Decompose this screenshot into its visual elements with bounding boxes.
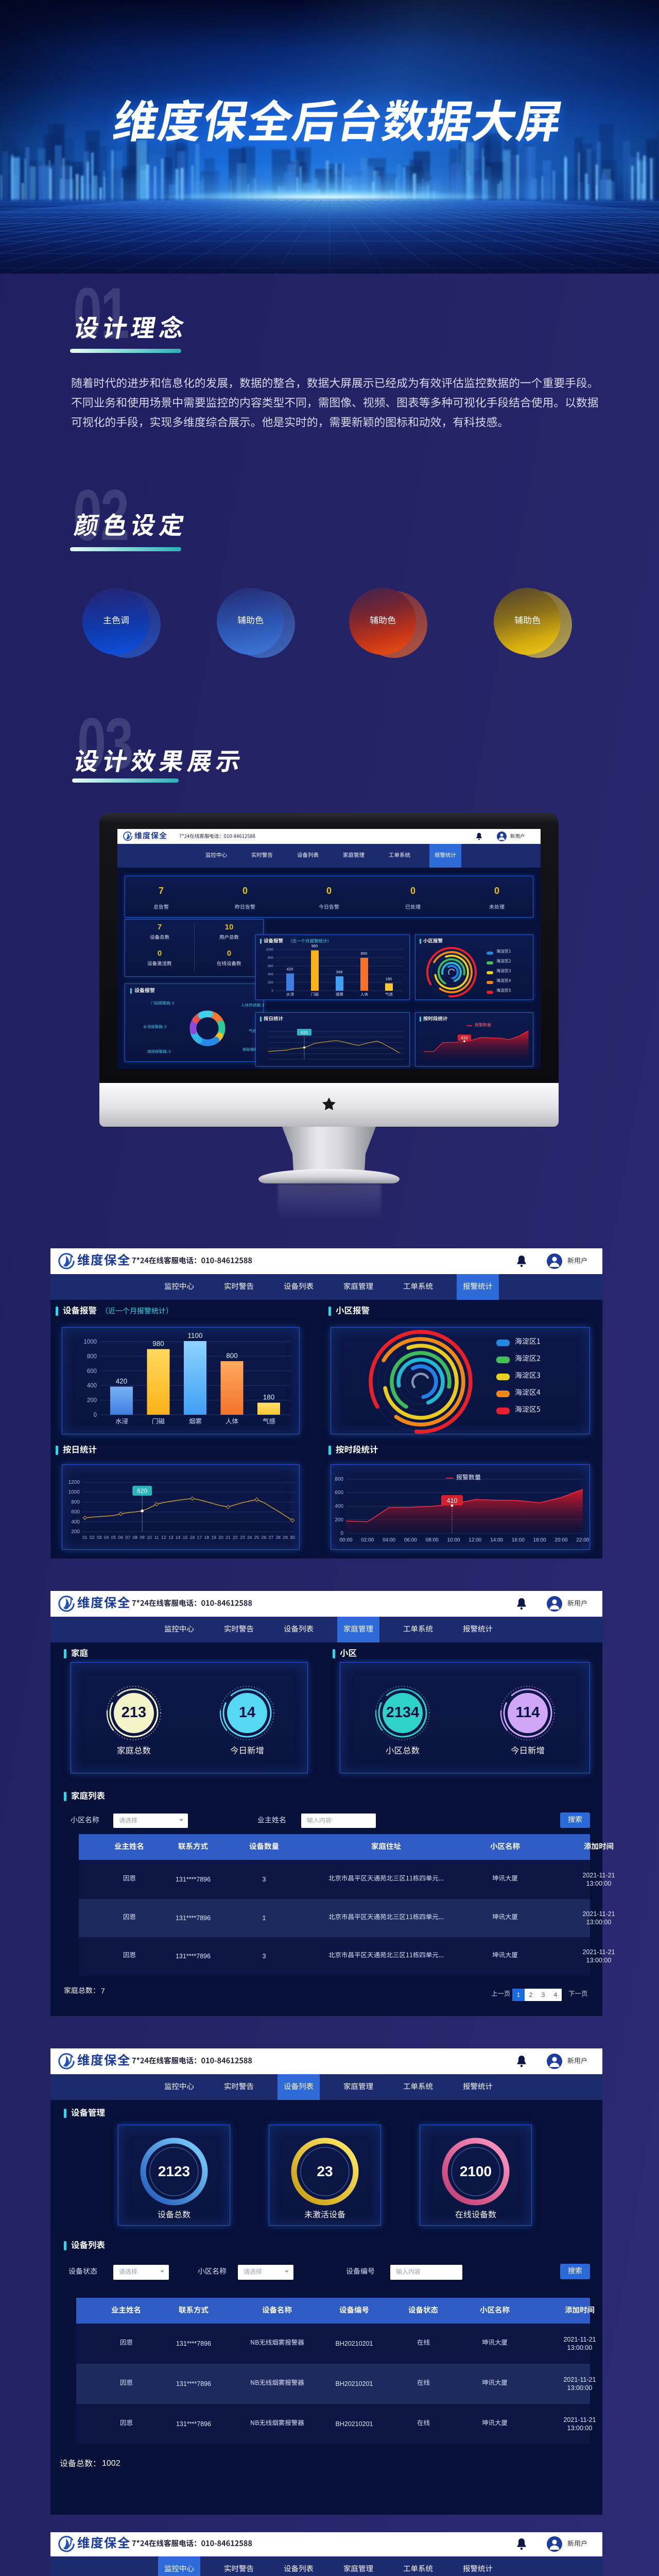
svg-text:02:00: 02:00: [361, 1537, 374, 1543]
svg-text:27: 27: [269, 1535, 274, 1540]
svg-text:10: 10: [147, 1535, 152, 1540]
svg-text:06:00: 06:00: [404, 1537, 417, 1543]
svg-text:200: 200: [71, 1529, 80, 1535]
svg-text:600: 600: [87, 1368, 97, 1375]
svg-text:25: 25: [254, 1535, 259, 1540]
svg-text:10:00: 10:00: [447, 1537, 460, 1543]
svg-text:18:00: 18:00: [533, 1537, 546, 1543]
svg-text:13: 13: [168, 1535, 174, 1540]
svg-text:16:00: 16:00: [512, 1537, 525, 1543]
svg-text:0: 0: [340, 1531, 343, 1536]
svg-text:21: 21: [226, 1535, 231, 1540]
svg-text:200: 200: [87, 1398, 97, 1404]
svg-text:15: 15: [183, 1535, 188, 1540]
svg-text:0: 0: [94, 1412, 97, 1418]
svg-text:18: 18: [204, 1535, 210, 1540]
svg-text:17: 17: [197, 1535, 202, 1540]
svg-text:05: 05: [111, 1535, 116, 1540]
svg-text:02: 02: [90, 1535, 95, 1540]
svg-text:420: 420: [287, 967, 293, 971]
svg-text:26: 26: [262, 1535, 267, 1540]
svg-text:800: 800: [87, 1353, 97, 1360]
svg-text:620: 620: [137, 1487, 147, 1495]
svg-text:200: 200: [335, 1517, 343, 1523]
svg-text:400: 400: [268, 973, 273, 976]
svg-text:08:00: 08:00: [426, 1537, 439, 1543]
svg-text:08: 08: [133, 1535, 138, 1540]
svg-text:03: 03: [97, 1535, 102, 1540]
svg-text:14:00: 14:00: [490, 1537, 503, 1543]
svg-text:410: 410: [447, 1497, 458, 1504]
svg-text:12: 12: [161, 1535, 166, 1540]
svg-text:1000: 1000: [68, 1489, 80, 1495]
svg-text:12:00: 12:00: [469, 1537, 481, 1543]
svg-text:800: 800: [71, 1499, 80, 1505]
svg-text:11: 11: [154, 1535, 159, 1540]
svg-text:800: 800: [226, 1352, 238, 1360]
svg-text:1000: 1000: [83, 1339, 97, 1345]
svg-text:20: 20: [218, 1535, 223, 1540]
svg-text:420: 420: [116, 1377, 128, 1385]
svg-text:180: 180: [386, 977, 392, 981]
svg-text:07: 07: [126, 1535, 131, 1540]
svg-text:22:00: 22:00: [576, 1537, 589, 1543]
svg-text:600: 600: [71, 1510, 80, 1515]
svg-text:620: 620: [301, 1030, 308, 1035]
svg-text:06: 06: [118, 1535, 124, 1540]
svg-text:14: 14: [176, 1535, 181, 1540]
svg-text:09: 09: [140, 1535, 145, 1540]
svg-text:00:00: 00:00: [339, 1537, 352, 1543]
svg-text:0: 0: [271, 989, 273, 993]
svg-text:800: 800: [335, 1477, 343, 1482]
svg-text:800: 800: [361, 951, 368, 956]
svg-text:200: 200: [268, 981, 273, 985]
svg-text:1100: 1100: [187, 1332, 202, 1340]
svg-text:980: 980: [152, 1340, 164, 1348]
svg-text:180: 180: [263, 1394, 275, 1401]
svg-text:410: 410: [461, 1036, 468, 1040]
svg-text:400: 400: [71, 1519, 80, 1525]
svg-text:800: 800: [268, 956, 273, 960]
svg-text:19: 19: [211, 1535, 216, 1540]
svg-text:1200: 1200: [68, 1480, 80, 1485]
svg-text:04:00: 04:00: [383, 1537, 395, 1543]
svg-text:22: 22: [233, 1535, 238, 1540]
svg-text:24: 24: [247, 1535, 252, 1540]
svg-text:16: 16: [190, 1535, 195, 1540]
svg-text:30: 30: [290, 1535, 295, 1540]
svg-text:980: 980: [311, 944, 318, 948]
svg-text:600: 600: [335, 1490, 343, 1496]
svg-text:28: 28: [276, 1535, 281, 1540]
svg-text:349: 349: [336, 970, 343, 974]
svg-text:20:00: 20:00: [554, 1537, 567, 1543]
svg-text:23: 23: [240, 1535, 245, 1540]
svg-text:600: 600: [268, 964, 273, 968]
svg-text:29: 29: [283, 1535, 288, 1540]
svg-text:04: 04: [104, 1535, 109, 1540]
svg-text:01: 01: [82, 1535, 88, 1540]
svg-text:400: 400: [335, 1504, 343, 1510]
svg-text:400: 400: [87, 1383, 97, 1389]
svg-text:1000: 1000: [266, 948, 274, 952]
